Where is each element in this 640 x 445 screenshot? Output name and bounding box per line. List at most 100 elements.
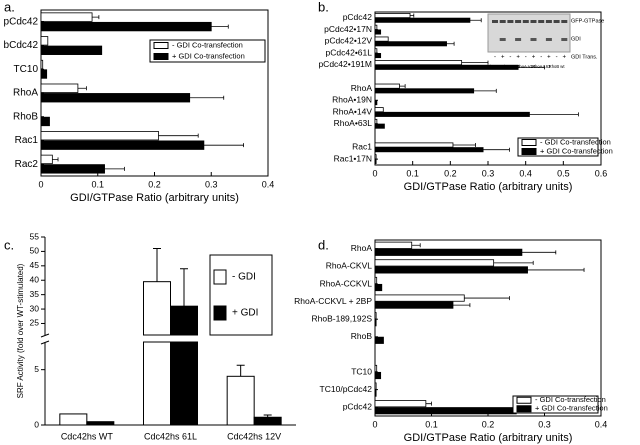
y-tick-label: 30 bbox=[30, 303, 40, 313]
inset-lane: RhoA wt bbox=[487, 64, 503, 69]
x-tick-label: 0.1 bbox=[425, 419, 438, 429]
bar bbox=[374, 259, 495, 267]
blot-band bbox=[553, 20, 560, 23]
bar bbox=[374, 336, 384, 344]
category-label: pCdc42•17N bbox=[324, 24, 372, 34]
blot-band bbox=[530, 38, 537, 41]
category-label: RhoA bbox=[351, 83, 373, 93]
legend-swatch bbox=[516, 405, 532, 413]
bar bbox=[374, 276, 378, 285]
bar-upper bbox=[170, 305, 198, 336]
x-tick-label: 0.4 bbox=[519, 168, 532, 178]
category-label: TC10/pCdc42 bbox=[320, 384, 373, 394]
error-bar bbox=[452, 142, 476, 147]
bar bbox=[374, 312, 377, 320]
blot-band bbox=[545, 38, 552, 41]
inset-lane: RhoB wt bbox=[549, 64, 566, 69]
category-label: RhoA-CKVL bbox=[326, 261, 373, 271]
bar bbox=[374, 17, 471, 23]
inset-lane: RhoA L63 bbox=[532, 64, 551, 69]
error-bar bbox=[92, 15, 100, 20]
bar bbox=[374, 13, 411, 19]
bar bbox=[374, 389, 377, 397]
category-label: pCdc42 bbox=[4, 16, 39, 27]
category-label: Rac2 bbox=[15, 159, 39, 170]
error-bar bbox=[473, 88, 497, 93]
bar bbox=[40, 45, 103, 55]
x-axis-title: GDI/GTPase Ratio (arbitrary units) bbox=[404, 181, 573, 193]
error-bar bbox=[529, 112, 579, 117]
x-tick-label: 0.3 bbox=[538, 419, 551, 429]
x-tick-label: 0.3 bbox=[205, 179, 218, 189]
bar bbox=[40, 83, 79, 93]
bar bbox=[374, 29, 382, 35]
x-tick-label: 0.2 bbox=[482, 419, 495, 429]
category-label: RhoA-CCKVL + 2BP bbox=[294, 296, 372, 306]
x-tick-label: 0.2 bbox=[444, 168, 457, 178]
error-bar bbox=[464, 296, 510, 301]
legend-box bbox=[517, 137, 599, 157]
inset-lane: RhoA N19 bbox=[501, 64, 521, 69]
blot-band bbox=[522, 20, 529, 23]
legend-box bbox=[209, 254, 273, 336]
category-label: RhoA bbox=[13, 88, 38, 99]
error-bar bbox=[236, 364, 245, 377]
category-label: pCdc42•61L bbox=[326, 47, 373, 57]
category-label: RhoB-189,192S bbox=[312, 313, 373, 323]
x-tick-label: 0.3 bbox=[482, 168, 495, 178]
x-tick-label: 0 bbox=[38, 179, 43, 189]
inset-label: GFP-GTPase bbox=[571, 18, 604, 24]
bar bbox=[374, 407, 517, 415]
bar bbox=[374, 371, 382, 380]
bar bbox=[170, 341, 198, 426]
bar bbox=[374, 364, 378, 373]
error-bar bbox=[211, 24, 229, 29]
category-label: Rac1•17N bbox=[334, 153, 372, 163]
category-label: TC10 bbox=[351, 366, 372, 376]
bar bbox=[374, 319, 377, 327]
bar bbox=[374, 301, 454, 309]
bar bbox=[374, 283, 383, 292]
category-label: pCdc42•12V bbox=[325, 36, 373, 46]
bar bbox=[374, 382, 377, 390]
legend-swatch bbox=[213, 269, 227, 285]
bar-upper bbox=[143, 281, 171, 336]
bar bbox=[40, 164, 105, 174]
error-bar bbox=[153, 248, 161, 282]
x-axis-title: GDI/GTPase Ratio (arbitrary units) bbox=[70, 192, 239, 204]
inset-sign: - bbox=[509, 55, 511, 61]
legend-label: + GDI Co-transfection bbox=[540, 146, 613, 155]
x-tick-label: 0 bbox=[372, 168, 377, 178]
error-bar bbox=[483, 147, 510, 152]
legend-swatch bbox=[516, 396, 532, 404]
legend-label: - GDI Co-transfection bbox=[535, 395, 606, 404]
blot-band bbox=[515, 20, 522, 23]
category-label: Cdc42hs 12V bbox=[227, 431, 281, 441]
error-bar bbox=[410, 13, 415, 18]
blot-band bbox=[492, 20, 498, 23]
error-bar bbox=[446, 41, 455, 46]
bar bbox=[40, 59, 44, 70]
bar bbox=[226, 375, 255, 426]
bar bbox=[374, 158, 377, 164]
category-label: RhoA-CCKVL bbox=[320, 278, 373, 288]
inset-sign: + bbox=[547, 55, 551, 61]
error-bar bbox=[411, 243, 421, 248]
bar bbox=[40, 36, 49, 46]
bar bbox=[374, 248, 523, 256]
blot-band bbox=[507, 20, 514, 23]
error-bar bbox=[518, 65, 545, 70]
blot-band bbox=[545, 20, 552, 23]
bar bbox=[374, 53, 382, 59]
x-tick-label: 0.4 bbox=[595, 419, 608, 429]
legend-label: - GDI bbox=[232, 272, 256, 283]
axis-break bbox=[40, 333, 50, 345]
y-tick-label: 45 bbox=[30, 260, 40, 270]
legend-swatch bbox=[521, 148, 537, 155]
error-bar bbox=[452, 303, 471, 308]
error-bar bbox=[158, 133, 199, 138]
bar bbox=[253, 416, 282, 426]
legend-swatch bbox=[153, 53, 169, 60]
bar bbox=[374, 24, 378, 30]
